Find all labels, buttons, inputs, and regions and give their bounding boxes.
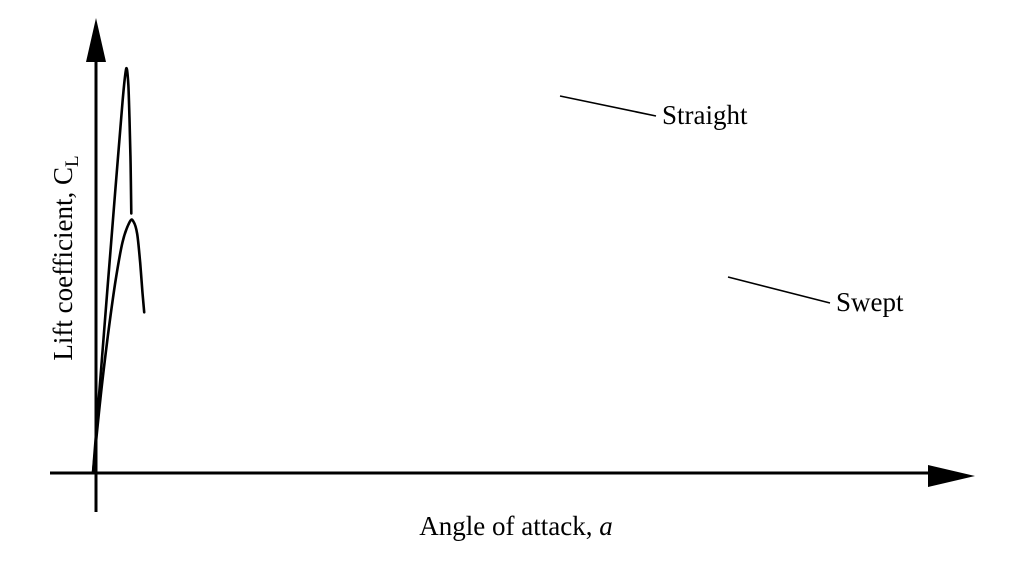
y-axis-label: Lift coefficient, CL	[48, 155, 83, 360]
series-label-swept: Swept	[836, 287, 904, 317]
series-line-straight	[91, 66, 133, 475]
series-line-swept	[91, 218, 146, 475]
leader-line-straight	[559, 95, 657, 117]
series-label-straight: Straight	[662, 100, 748, 130]
x-axis-label: Angle of attack, a	[419, 511, 612, 541]
y-axis-label-text: Lift coefficient, C	[48, 167, 78, 361]
series-layer	[91, 66, 146, 475]
x-axis-label-symbol: a	[599, 511, 613, 541]
x-axis-label-text: Angle of attack,	[419, 511, 599, 541]
x-axis-arrow-icon	[928, 465, 975, 487]
annotation-layer: Straight Swept	[559, 95, 904, 317]
y-axis-label-subscript: L	[62, 155, 83, 167]
leader-line-swept	[727, 276, 831, 304]
y-axis-arrow-icon	[86, 18, 106, 62]
